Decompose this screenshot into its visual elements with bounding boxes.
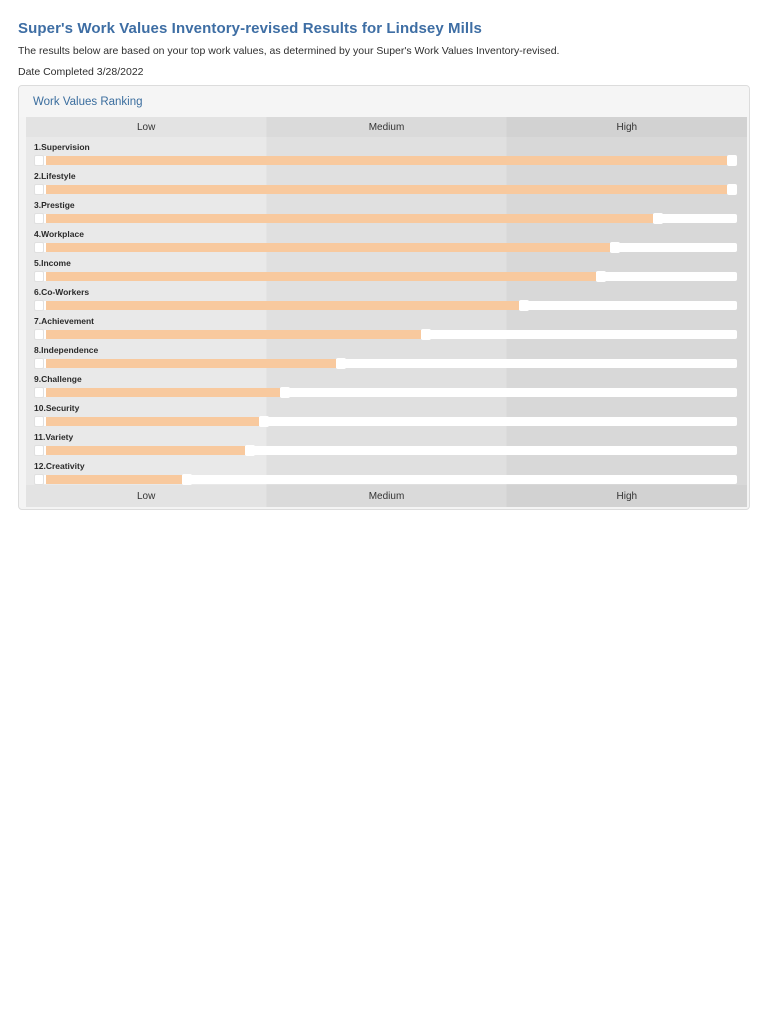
work-value-row: 6.Co-Workers (26, 282, 747, 311)
page-title: Super's Work Values Inventory-revised Re… (18, 20, 482, 37)
slider-left-handle[interactable] (34, 271, 44, 282)
work-value-slider[interactable] (34, 387, 737, 398)
work-value-label: 2.Lifestyle (34, 171, 76, 181)
work-value-slider[interactable] (34, 242, 737, 253)
work-value-row: 9.Challenge (26, 369, 747, 398)
slider-fill (46, 185, 737, 194)
scale-footer-row: Low Medium High (26, 485, 747, 507)
slider-left-handle[interactable] (34, 358, 44, 369)
scale-header-row: Low Medium High (26, 117, 747, 137)
work-value-label: 3.Prestige (34, 200, 75, 210)
panel-title: Work Values Ranking (19, 86, 749, 117)
work-value-slider[interactable] (34, 271, 737, 282)
slider-left-handle[interactable] (34, 213, 44, 224)
slider-left-handle[interactable] (34, 300, 44, 311)
work-value-label: 10.Security (34, 403, 80, 413)
work-value-label: 8.Independence (34, 345, 99, 355)
slider-track (34, 475, 737, 484)
work-value-row: 2.Lifestyle (26, 166, 747, 195)
slider-fill (46, 272, 597, 281)
slider-right-handle[interactable] (519, 300, 530, 311)
slider-fill (46, 156, 737, 165)
slider-fill (46, 301, 520, 310)
slider-fill (46, 446, 245, 455)
work-value-row: 10.Security (26, 398, 747, 427)
slider-track (34, 446, 737, 455)
work-values-chart: Low Medium High 1.Supervision 2.Lifestyle… (26, 117, 747, 507)
report-page: Super's Work Values Inventory-revised Re… (0, 0, 768, 510)
slider-right-handle[interactable] (280, 387, 291, 398)
slider-left-handle[interactable] (34, 242, 44, 253)
work-value-row: 11.Variety (26, 427, 747, 456)
slider-right-handle[interactable] (727, 155, 737, 166)
work-value-rows: 1.Supervision 2.Lifestyle 3.Prestige 4.Work… (26, 137, 747, 485)
slider-left-handle[interactable] (34, 155, 44, 166)
work-value-label: 6.Co-Workers (34, 287, 90, 297)
slider-right-handle[interactable] (610, 242, 621, 253)
slider-left-handle[interactable] (34, 416, 44, 427)
date-completed: Date Completed 3/28/2022 (18, 66, 144, 78)
slider-fill (46, 243, 611, 252)
work-value-slider[interactable] (34, 213, 737, 224)
slider-left-handle[interactable] (34, 184, 44, 195)
work-value-label: 5.Income (34, 258, 71, 268)
work-value-row: 8.Independence (26, 340, 747, 369)
work-value-slider[interactable] (34, 184, 737, 195)
slider-fill (46, 388, 281, 397)
page-subtitle: The results below are based on your top … (18, 45, 560, 57)
slider-right-handle[interactable] (336, 358, 347, 369)
scale-label-low: Low (136, 490, 156, 502)
work-value-row: 1.Supervision (26, 137, 747, 166)
slider-fill (46, 475, 182, 484)
work-value-slider[interactable] (34, 358, 737, 369)
slider-right-handle[interactable] (727, 184, 737, 195)
slider-right-handle[interactable] (652, 213, 663, 224)
scale-label-low: Low (136, 121, 156, 133)
work-value-label: 4.Workplace (34, 229, 84, 239)
work-value-slider[interactable] (34, 300, 737, 311)
work-value-row: 7.Achievement (26, 311, 747, 340)
slider-left-handle[interactable] (34, 474, 44, 485)
work-value-row: 12.Creativity (26, 456, 747, 485)
slider-track (34, 359, 737, 368)
slider-fill (46, 214, 653, 223)
slider-track (34, 417, 737, 426)
slider-track (34, 388, 737, 397)
work-value-label: 1.Supervision (34, 142, 90, 152)
scale-label-medium: Medium (368, 490, 405, 502)
slider-right-handle[interactable] (420, 329, 431, 340)
slider-right-handle[interactable] (244, 445, 255, 456)
slider-fill (46, 330, 421, 339)
work-values-panel: Work Values Ranking Low Medium High 1.Su… (18, 85, 750, 510)
work-value-slider[interactable] (34, 416, 737, 427)
work-value-slider[interactable] (34, 155, 737, 166)
work-value-slider[interactable] (34, 445, 737, 456)
work-value-row: 3.Prestige (26, 195, 747, 224)
scale-label-high: High (616, 490, 638, 502)
work-value-row: 5.Income (26, 253, 747, 282)
slider-right-handle[interactable] (258, 416, 269, 427)
slider-right-handle[interactable] (181, 474, 192, 485)
work-value-slider[interactable] (34, 329, 737, 340)
work-value-label: 9.Challenge (34, 374, 82, 384)
slider-left-handle[interactable] (34, 387, 44, 398)
scale-label-high: High (616, 121, 638, 133)
slider-fill (46, 417, 259, 426)
work-value-slider[interactable] (34, 474, 737, 485)
slider-right-handle[interactable] (596, 271, 607, 282)
work-value-row: 4.Workplace (26, 224, 747, 253)
work-value-label: 12.Creativity (34, 461, 85, 471)
work-value-label: 11.Variety (34, 432, 74, 442)
slider-fill (46, 359, 337, 368)
scale-label-medium: Medium (368, 121, 405, 133)
slider-left-handle[interactable] (34, 445, 44, 456)
slider-left-handle[interactable] (34, 329, 44, 340)
work-value-label: 7.Achievement (34, 316, 94, 326)
